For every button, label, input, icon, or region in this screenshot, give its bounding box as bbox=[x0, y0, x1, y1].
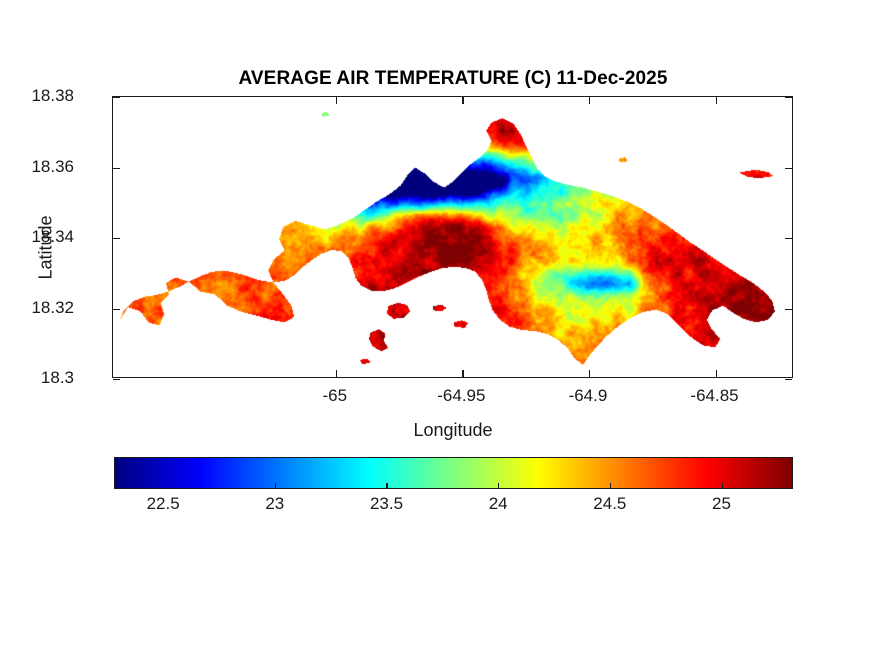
y-tick-mark bbox=[113, 167, 120, 169]
y-tick-mark bbox=[113, 379, 120, 381]
y-tick-label: 18.38 bbox=[31, 86, 74, 105]
colorbar-tick-mark bbox=[163, 483, 165, 489]
colorbar-tick-label: 25 bbox=[712, 494, 731, 513]
y-tick-mark bbox=[785, 167, 792, 169]
y-tick-mark bbox=[785, 379, 792, 381]
y-tick-mark bbox=[785, 308, 792, 310]
colorbar-tick-mark bbox=[498, 483, 500, 489]
colorbar-tick-label: 24 bbox=[488, 494, 508, 513]
colorbar bbox=[114, 457, 793, 489]
colorbar-tick-label: 23.5 bbox=[369, 494, 404, 513]
x-tick-mark bbox=[715, 370, 717, 377]
y-tick-mark bbox=[113, 308, 120, 310]
x-tick-mark bbox=[588, 370, 591, 377]
y-tick-label: 18.34 bbox=[31, 227, 74, 246]
y-tick-mark bbox=[113, 97, 120, 99]
y-tick-label: 18.32 bbox=[31, 297, 74, 317]
colorbar-tick-label: 23 bbox=[265, 494, 285, 513]
y-tick-label: 18.3 bbox=[40, 368, 74, 387]
colorbar-tick-label: 22.5 bbox=[146, 494, 180, 513]
x-tick-mark bbox=[462, 370, 464, 377]
temperature-heatmap bbox=[113, 97, 794, 379]
x-tick-label: -64.95 bbox=[437, 386, 486, 405]
colorbar-tick-label: 24.5 bbox=[593, 494, 627, 513]
x-tick-label: -64.9 bbox=[568, 386, 608, 405]
y-tick-mark bbox=[785, 97, 792, 99]
y-tick-mark bbox=[113, 238, 120, 240]
x-tick-mark bbox=[462, 97, 464, 104]
colorbar-tick-mark bbox=[721, 483, 723, 489]
x-tick-mark bbox=[335, 97, 337, 104]
x-tick-label: -65 bbox=[322, 386, 348, 405]
colorbar-tick-mark bbox=[386, 483, 388, 489]
chart-title: AVERAGE AIR TEMPERATURE (C) 11-Dec-2025 bbox=[238, 68, 668, 89]
x-axis-title: Longitude bbox=[413, 420, 493, 440]
x-tick-mark bbox=[715, 97, 717, 104]
colorbar-tick-mark bbox=[274, 483, 276, 489]
x-tick-mark bbox=[588, 97, 591, 104]
x-tick-mark bbox=[335, 370, 337, 377]
y-tick-label: 18.36 bbox=[31, 156, 74, 176]
x-tick-label: -64.85 bbox=[690, 386, 739, 405]
colorbar-tick-mark bbox=[609, 483, 612, 489]
y-axis-title: Latitude bbox=[35, 215, 56, 280]
y-tick-mark bbox=[785, 238, 792, 240]
map-axes bbox=[112, 96, 794, 381]
colorbar-gradient bbox=[114, 457, 793, 489]
